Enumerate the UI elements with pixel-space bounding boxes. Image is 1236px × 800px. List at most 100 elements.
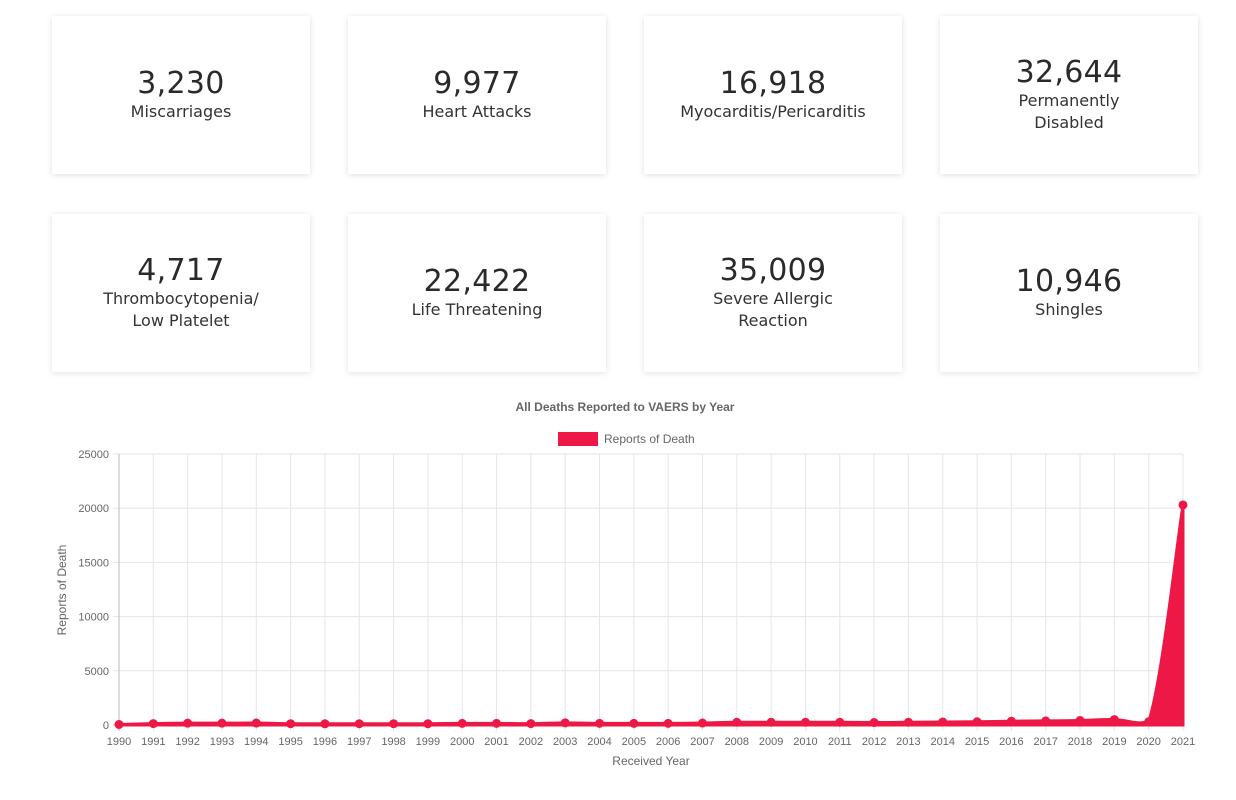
stat-label: Myocarditis/Pericarditis bbox=[680, 102, 866, 121]
data-point-2005 bbox=[629, 718, 639, 728]
stat-card-heart-attacks: 9,977 Heart Attacks bbox=[348, 16, 606, 174]
chart-grid bbox=[113, 453, 1184, 731]
data-point-2021 bbox=[1178, 500, 1188, 510]
series-area-reports-of-death bbox=[117, 504, 1185, 727]
x-tick-label: 2013 bbox=[896, 736, 920, 748]
x-tick-label: 2010 bbox=[793, 736, 817, 748]
stat-label: Shingles bbox=[1035, 300, 1103, 319]
data-point-2003 bbox=[560, 718, 570, 728]
x-tick-label: 1996 bbox=[313, 736, 337, 748]
x-tick-label: 2000 bbox=[450, 736, 474, 748]
data-point-2015 bbox=[972, 717, 982, 727]
stat-card-shingles: 10,946 Shingles bbox=[940, 214, 1198, 372]
stat-value: 4,717 bbox=[137, 253, 225, 288]
data-point-2000 bbox=[457, 718, 467, 728]
x-tick-label: 2016 bbox=[999, 736, 1023, 748]
x-axis-title: Received Year bbox=[612, 754, 689, 768]
x-tick-label: 2015 bbox=[965, 736, 989, 748]
y-tick-label: 5000 bbox=[85, 666, 109, 678]
data-point-2013 bbox=[903, 717, 913, 727]
stat-value: 32,644 bbox=[1015, 55, 1123, 90]
x-tick-label: 1998 bbox=[381, 736, 405, 748]
data-point-1994 bbox=[251, 718, 261, 728]
data-point-2020 bbox=[1144, 717, 1154, 727]
x-tick-label: 2002 bbox=[519, 736, 543, 748]
data-point-2007 bbox=[697, 718, 707, 728]
data-point-2011 bbox=[835, 717, 845, 727]
data-point-2002 bbox=[526, 719, 536, 729]
data-point-2001 bbox=[492, 718, 502, 728]
x-tick-label: 2012 bbox=[862, 736, 886, 748]
stat-card-severe-allergic-reaction: 35,009 Severe Allergic Reaction bbox=[644, 214, 902, 372]
data-point-1997 bbox=[354, 719, 364, 729]
y-tick-label: 25000 bbox=[78, 449, 109, 461]
x-tick-label: 2019 bbox=[1102, 736, 1126, 748]
x-tick-label: 2018 bbox=[1068, 736, 1092, 748]
x-tick-label: 2014 bbox=[930, 736, 954, 748]
stat-value: 3,230 bbox=[137, 66, 225, 101]
x-tick-label: 2003 bbox=[553, 736, 577, 748]
x-tick-label: 2008 bbox=[725, 736, 749, 748]
x-tick-label: 2020 bbox=[1136, 736, 1160, 748]
stat-card-permanently-disabled: 32,644 Permanently Disabled bbox=[940, 16, 1198, 174]
x-tick-label: 2001 bbox=[484, 736, 508, 748]
data-point-2017 bbox=[1041, 716, 1051, 726]
x-tick-label: 1997 bbox=[347, 736, 371, 748]
data-point-2016 bbox=[1006, 716, 1016, 726]
data-point-2009 bbox=[766, 717, 776, 727]
stat-label: Miscarriages bbox=[130, 102, 232, 121]
stat-value: 22,422 bbox=[423, 264, 531, 299]
x-tick-label: 1991 bbox=[141, 736, 165, 748]
y-tick-label: 10000 bbox=[78, 612, 109, 624]
stat-label: Thrombocytopenia/ Low Platelet bbox=[103, 289, 259, 330]
x-tick-label: 2009 bbox=[759, 736, 783, 748]
x-tick-label: 2005 bbox=[622, 736, 646, 748]
y-tick-label: 15000 bbox=[78, 557, 109, 569]
data-point-1996 bbox=[320, 719, 330, 729]
chart-legend[interactable]: Reports of Death bbox=[558, 432, 695, 446]
data-point-2006 bbox=[663, 718, 673, 728]
chart-marks bbox=[114, 500, 1188, 729]
chart-axes: 0 5000 10000 15000 20000 25000 1990 1991 1992 199… bbox=[78, 449, 1195, 748]
data-point-2010 bbox=[800, 717, 810, 727]
data-point-1992 bbox=[183, 718, 193, 728]
data-point-2004 bbox=[595, 718, 605, 728]
data-point-2008 bbox=[732, 717, 742, 727]
x-tick-label: 2004 bbox=[587, 736, 611, 748]
x-tick-label: 2021 bbox=[1171, 736, 1195, 748]
y-axis-title: Reports of Death bbox=[55, 545, 69, 636]
data-point-1999 bbox=[423, 719, 433, 729]
stat-label: Life Threatening bbox=[411, 300, 543, 319]
legend-label: Reports of Death bbox=[604, 432, 695, 446]
data-point-1991 bbox=[148, 719, 158, 729]
x-tick-label: 1993 bbox=[210, 736, 234, 748]
stat-value: 16,918 bbox=[719, 66, 827, 101]
x-tick-label: 1990 bbox=[107, 736, 131, 748]
data-point-2012 bbox=[869, 718, 879, 728]
x-tick-label: 2017 bbox=[1033, 736, 1057, 748]
chart-title: All Deaths Reported to VAERS by Year bbox=[516, 400, 735, 414]
stat-value: 10,946 bbox=[1015, 264, 1123, 299]
data-point-1990 bbox=[114, 719, 124, 729]
legend-swatch bbox=[558, 432, 598, 446]
stat-value: 35,009 bbox=[719, 253, 827, 288]
y-tick-label: 0 bbox=[103, 720, 109, 732]
x-tick-label: 2011 bbox=[828, 736, 852, 748]
stat-card-myocarditis: 16,918 Myocarditis/Pericarditis bbox=[644, 16, 902, 174]
stat-card-life-threatening: 22,422 Life Threatening bbox=[348, 214, 606, 372]
data-point-1995 bbox=[286, 719, 296, 729]
data-point-2019 bbox=[1109, 715, 1119, 725]
x-tick-label: 1994 bbox=[244, 736, 268, 748]
data-point-1998 bbox=[389, 719, 399, 729]
stat-label: Severe Allergic Reaction bbox=[713, 289, 833, 330]
x-tick-label: 1992 bbox=[175, 736, 199, 748]
stat-value: 9,977 bbox=[433, 66, 521, 101]
stat-card-thrombocytopenia: 4,717 Thrombocytopenia/ Low Platelet bbox=[52, 214, 310, 372]
x-tick-label: 1999 bbox=[416, 736, 440, 748]
x-tick-label: 2006 bbox=[656, 736, 680, 748]
data-point-2014 bbox=[938, 717, 948, 727]
data-point-2018 bbox=[1075, 715, 1085, 725]
stat-card-miscarriages: 3,230 Miscarriages bbox=[52, 16, 310, 174]
stat-label: Heart Attacks bbox=[422, 102, 532, 121]
y-tick-label: 20000 bbox=[78, 503, 109, 515]
